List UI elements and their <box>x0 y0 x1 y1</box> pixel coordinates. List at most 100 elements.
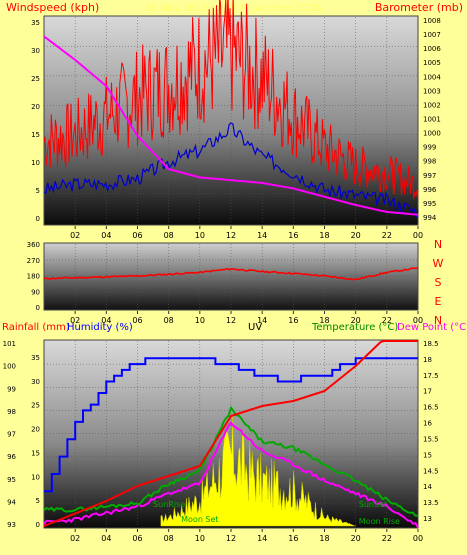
x-tick-label: 10 <box>195 534 205 543</box>
x-tick-label: 14 <box>257 231 267 240</box>
y-tick-label: 1004 <box>423 73 441 81</box>
middle-x-axis: 02 04 06 08 10 12 14 16 18 20 22 00 <box>70 311 423 325</box>
y-tick-label: 16 <box>423 420 432 428</box>
y-tick-label: 30 <box>31 47 40 55</box>
compass-label: E <box>435 295 442 308</box>
x-tick-label: 02 <box>70 534 80 543</box>
y-tick-label: 35 <box>31 19 40 27</box>
middle-grid <box>44 244 418 308</box>
y-tick-label: 15 <box>423 451 432 459</box>
y-tick-label: 25 <box>31 402 40 410</box>
x-tick-label: 04 <box>101 534 111 543</box>
wind-average-line <box>43 122 419 218</box>
temperature-axis: 18.5 18 17.5 17 16.5 16 15.5 15 14.5 14 13.5 13 <box>423 340 439 523</box>
bottom-x-axis: 02 04 06 08 10 12 14 16 18 20 22 00 <box>70 529 423 543</box>
x-tick-label: 08 <box>164 231 174 240</box>
y-tick-label: 0 <box>36 215 40 223</box>
top-left-axis: 35 30 25 20 15 10 5 0 <box>31 19 40 223</box>
sunset-label: SunSet <box>359 500 387 509</box>
x-tick-label: 20 <box>351 534 361 543</box>
x-tick-label: 00 <box>413 231 423 240</box>
y-tick-label: 996 <box>423 186 437 194</box>
x-tick-label: 22 <box>382 231 392 240</box>
middle-series <box>43 266 419 281</box>
humidity-title: Humidity (%) <box>67 322 133 333</box>
y-tick-label: 90 <box>31 288 40 296</box>
top-left-title: Windspeed (kph) <box>6 1 99 14</box>
y-tick-label: 30 <box>31 378 40 386</box>
y-tick-label: 100 <box>3 363 16 371</box>
moonrise-label: Moon Rise <box>359 517 400 526</box>
dewpoint-line <box>43 421 419 529</box>
x-tick-label: 16 <box>288 534 298 543</box>
x-tick-label: 10 <box>195 231 205 240</box>
y-tick-label: 14 <box>423 483 432 491</box>
x-tick-label: 20 <box>351 316 361 325</box>
y-tick-label: 16.5 <box>423 404 439 412</box>
y-tick-label: 10 <box>31 159 40 167</box>
humidity-axis: 101 100 99 98 97 96 95 94 93 <box>3 340 17 529</box>
x-tick-label: 00 <box>413 316 423 325</box>
x-tick-label: 02 <box>70 316 80 325</box>
y-tick-label: 20 <box>31 103 40 111</box>
y-tick-label: 5 <box>36 497 40 505</box>
y-tick-label: 0 <box>36 304 40 312</box>
x-tick-label: 14 <box>257 316 267 325</box>
y-tick-label: 1006 <box>423 45 441 53</box>
y-tick-label: 360 <box>27 241 40 249</box>
y-tick-label: 93 <box>7 521 16 529</box>
dewpoint-title: Dew Point (°C) <box>397 322 467 333</box>
top-right-title: Barometer (mb) <box>375 1 463 14</box>
y-tick-label: 1005 <box>423 59 441 67</box>
y-tick-label: 15 <box>31 131 40 139</box>
rainfall-line <box>43 340 418 527</box>
top-x-axis: 02 04 06 08 10 12 14 16 18 20 22 00 <box>70 226 423 240</box>
y-tick-label: 270 <box>27 257 40 265</box>
y-tick-label: 1003 <box>423 87 441 95</box>
y-tick-label: 995 <box>423 200 436 208</box>
y-tick-label: 5 <box>36 187 40 195</box>
y-tick-label: 1007 <box>423 31 441 39</box>
y-tick-label: 180 <box>27 273 40 281</box>
y-tick-label: 20 <box>31 426 40 434</box>
x-tick-label: 12 <box>226 231 236 240</box>
x-tick-label: 22 <box>382 316 392 325</box>
x-tick-label: 22 <box>382 534 392 543</box>
sunrise-label: SunRise <box>153 500 185 509</box>
x-tick-label: 08 <box>164 534 174 543</box>
uv-area <box>160 415 356 527</box>
x-tick-label: 12 <box>226 316 236 325</box>
y-tick-label: 13.5 <box>423 499 439 507</box>
compass-label: S <box>435 276 442 289</box>
x-tick-label: 06 <box>132 316 142 325</box>
sun-moon-annotations: SunRise SunSet Moon Set Moon Rise <box>153 500 400 526</box>
y-tick-label: 18.5 <box>423 340 439 348</box>
y-tick-label: 997 <box>423 172 436 180</box>
middle-y-axis: 360 270 180 90 0 <box>27 241 40 312</box>
y-tick-label: 17 <box>423 388 432 396</box>
x-tick-label: 10 <box>195 316 205 325</box>
x-tick-label: 08 <box>164 316 174 325</box>
windspeed-line <box>43 0 419 199</box>
temperature-title: Temperature (°C) <box>311 322 398 333</box>
x-tick-label: 18 <box>319 231 329 240</box>
y-tick-label: 1000 <box>423 130 441 138</box>
compass-label: W <box>433 257 444 270</box>
y-tick-label: 18 <box>423 356 432 364</box>
bottom-series <box>43 340 419 529</box>
y-tick-label: 14.5 <box>423 467 439 475</box>
y-tick-label: 98 <box>7 408 16 416</box>
y-tick-label: 96 <box>7 453 16 461</box>
y-tick-label: 994 <box>423 214 437 222</box>
x-tick-label: 18 <box>319 534 329 543</box>
y-tick-label: 0 <box>36 521 40 529</box>
y-tick-label: 35 <box>31 354 40 362</box>
x-tick-label: 02 <box>70 231 80 240</box>
uv-title: UV <box>248 322 262 333</box>
moonset-label: Moon Set <box>181 515 218 524</box>
y-tick-label: 1002 <box>423 101 441 109</box>
x-tick-label: 04 <box>101 316 111 325</box>
x-tick-label: 12 <box>226 534 236 543</box>
x-tick-label: 16 <box>288 231 298 240</box>
